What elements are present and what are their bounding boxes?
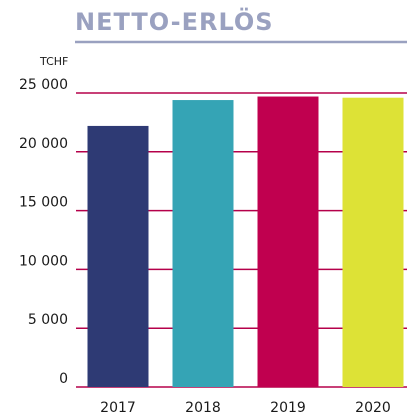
y-tick-label: 25 000 xyxy=(19,77,68,93)
unit-label: TCHF xyxy=(39,55,68,68)
y-tick-label: 20 000 xyxy=(19,136,68,152)
x-tick-label: 2018 xyxy=(185,400,221,416)
x-tick-label: 2020 xyxy=(355,400,391,416)
y-tick-label: 15 000 xyxy=(19,195,68,211)
x-tick-label: 2017 xyxy=(100,400,136,416)
y-tick-label: 5 000 xyxy=(28,312,68,328)
chart-title: NETTO-ERLÖS xyxy=(75,6,274,36)
bar xyxy=(257,96,319,387)
bar xyxy=(87,125,149,387)
x-tick-label: 2019 xyxy=(270,400,306,416)
y-tick-label: 0 xyxy=(59,371,68,387)
bar xyxy=(342,97,404,387)
bar xyxy=(172,100,234,387)
y-tick-label: 10 000 xyxy=(19,253,68,269)
